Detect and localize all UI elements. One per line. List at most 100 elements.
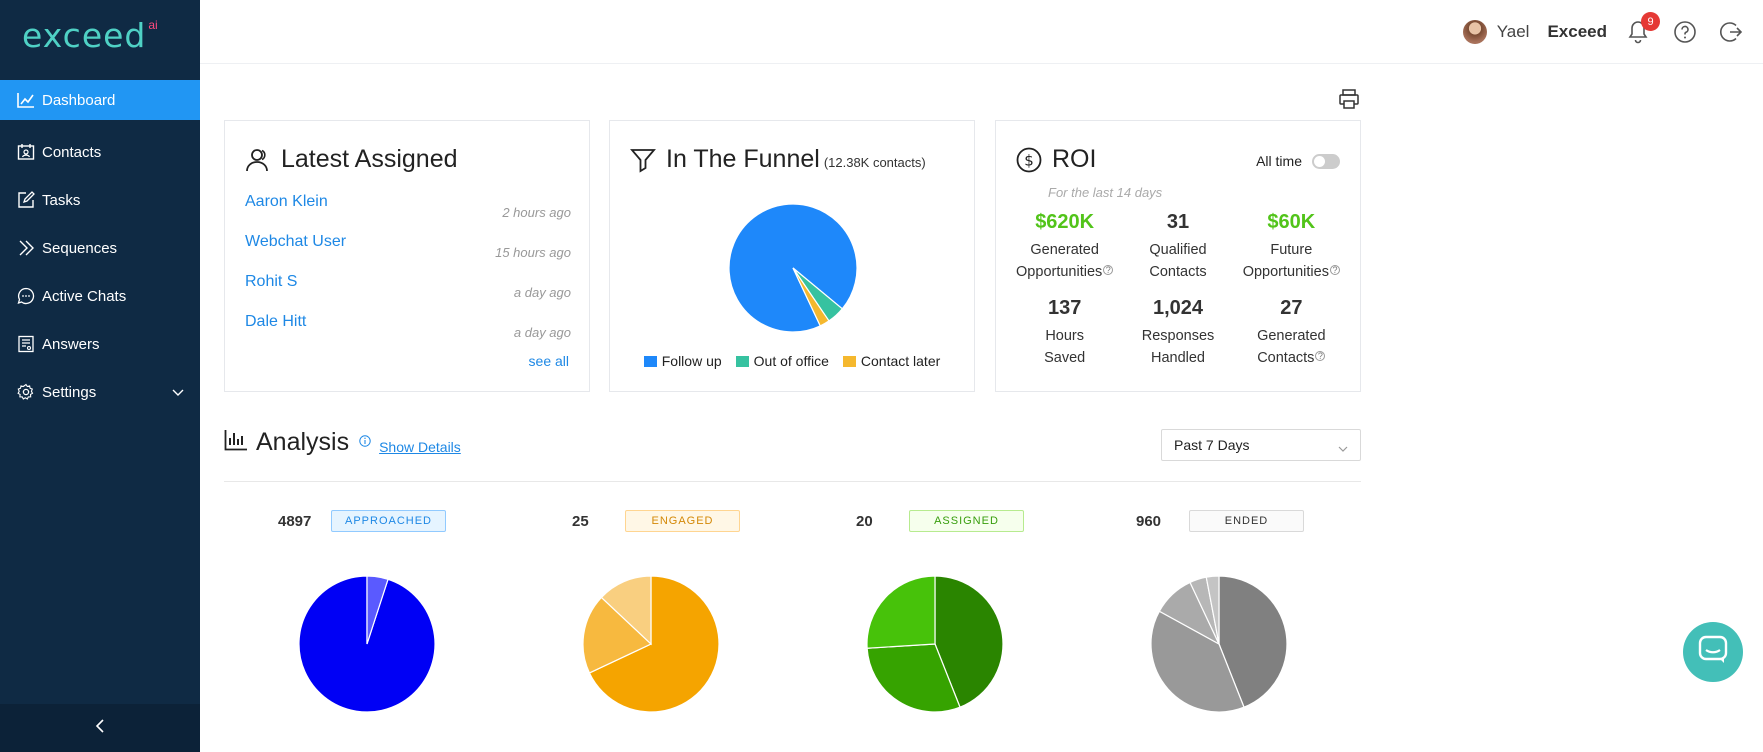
metric-label: Generated Opportunities?	[1008, 239, 1121, 283]
sidebar-nav: Dashboard Contacts Tasks Sequences Activ…	[0, 80, 200, 416]
metric-value: $60K	[1267, 211, 1316, 233]
sidebar-item-contacts[interactable]: Contacts	[0, 128, 200, 176]
sidebar-item-label: Tasks	[42, 191, 81, 209]
metric-value: 27	[1280, 297, 1303, 319]
assigned-time: a day ago	[513, 285, 571, 300]
help-button[interactable]	[1673, 20, 1697, 44]
chevron-left-icon	[95, 718, 105, 738]
metric-label-line: Opportunities	[1242, 264, 1329, 280]
pie-slice[interactable]	[1205, 575, 1220, 645]
card-title: In The Funnel (12.38K contacts)	[630, 145, 926, 174]
chevron-down-icon	[1338, 440, 1348, 456]
logout-icon	[1719, 22, 1743, 48]
info-icon[interactable]	[359, 434, 371, 447]
logout-button[interactable]	[1719, 20, 1743, 44]
pie-slice[interactable]	[1218, 575, 1288, 708]
bar-chart-icon	[224, 429, 248, 456]
sidebar-item-answers[interactable]: Answers	[0, 320, 200, 368]
stat-assigned: 20 ASSIGNED	[856, 510, 1024, 532]
analysis-title: Analysis	[256, 428, 350, 456]
metric-value: 31	[1166, 211, 1190, 233]
pie-slice[interactable]	[366, 575, 389, 645]
roi-period: For the last 14 days	[1048, 185, 1163, 200]
pie-slice[interactable]	[934, 575, 1004, 708]
legend-item[interactable]: Contact later	[842, 353, 940, 369]
sidebar-item-active-chats[interactable]: Active Chats	[0, 272, 200, 320]
see-all-link[interactable]: see all	[528, 353, 569, 369]
ended-pie-chart	[1150, 575, 1288, 713]
contact-link[interactable]: Rohit S	[245, 273, 298, 290]
question-circle-icon	[1673, 21, 1697, 48]
pie-slice[interactable]	[866, 575, 936, 649]
date-range-value: Past 7 Days	[1174, 437, 1250, 453]
print-button[interactable]	[1338, 88, 1360, 110]
funnel-title: In The Funnel	[666, 145, 820, 173]
sidebar-item-tasks[interactable]: Tasks	[0, 176, 200, 224]
contacts-icon	[16, 142, 36, 162]
sidebar-item-label: Sequences	[42, 239, 118, 257]
metric-label-line: Qualified	[1149, 242, 1207, 258]
roi-card: $ ROI All time For the last 14 days $620…	[995, 120, 1361, 392]
legend-swatch	[842, 355, 856, 367]
roi-metric: 137 Hours Saved	[1008, 297, 1121, 369]
pie-slice[interactable]	[1150, 610, 1245, 713]
all-time-label: All time	[1256, 153, 1302, 169]
all-time-toggle[interactable]	[1312, 153, 1340, 169]
exceed-logo[interactable]: exceed ai	[22, 16, 158, 56]
roi-metric: 27 Generated Contacts?	[1235, 297, 1348, 369]
sidebar-collapse-button[interactable]	[0, 704, 200, 752]
metric-label-line: Contacts	[1257, 350, 1315, 366]
chart-icon	[16, 90, 36, 110]
pie-slice[interactable]	[600, 575, 652, 646]
status-badge: APPROACHED	[331, 510, 446, 532]
metric-label: Generated Contacts?	[1235, 325, 1348, 369]
legend-item[interactable]: Out of office	[735, 353, 829, 369]
contact-link[interactable]: Dale Hitt	[245, 313, 307, 330]
info-icon[interactable]: ?	[1315, 351, 1326, 361]
chat-bubble-icon	[1698, 635, 1728, 670]
toggle-knob	[1314, 155, 1325, 167]
pie-slice[interactable]	[866, 643, 961, 713]
info-icon[interactable]: ?	[1103, 265, 1114, 275]
funnel-pie-chart	[728, 203, 858, 333]
metric-label-line: Handled	[1150, 350, 1205, 366]
sidebar-item-dashboard[interactable]: Dashboard	[0, 80, 200, 120]
chat-widget-button[interactable]	[1683, 622, 1743, 682]
sidebar-item-sequences[interactable]: Sequences	[0, 224, 200, 272]
org-name[interactable]: Exceed	[1547, 22, 1607, 41]
assigned-time: a day ago	[513, 325, 571, 340]
notifications-button[interactable]: 9	[1627, 12, 1660, 44]
status-badge: ENGAGED	[625, 510, 740, 532]
engaged-pie-chart	[582, 575, 720, 713]
legend-item[interactable]: Follow up	[643, 353, 722, 369]
user-name[interactable]: Yael	[1496, 22, 1530, 41]
date-range-select[interactable]: Past 7 Days	[1161, 429, 1361, 461]
info-icon[interactable]: ?	[1329, 265, 1340, 275]
contact-link[interactable]: Aaron Klein	[245, 193, 328, 210]
sidebar-item-label: Dashboard	[42, 91, 116, 109]
avatar[interactable]	[1462, 20, 1487, 44]
pie-slice[interactable]	[792, 267, 830, 327]
pie-slice[interactable]	[582, 596, 653, 674]
metric-value: $620K	[1035, 211, 1095, 233]
metric-label: Responses Handled	[1121, 325, 1234, 369]
legend-swatch	[643, 355, 657, 367]
status-badge: ENDED	[1189, 510, 1304, 532]
show-details-link[interactable]: Show Details	[379, 438, 461, 455]
sidebar-item-settings[interactable]: Settings	[0, 368, 200, 416]
list-item: Webchat User 15 hours ago	[245, 231, 571, 271]
gear-icon	[16, 382, 36, 402]
divider	[224, 481, 1361, 482]
funnel-card: In The Funnel (12.38K contacts) Follow u…	[609, 120, 975, 392]
double-chevron-icon	[16, 238, 36, 258]
pie-slice[interactable]	[588, 575, 720, 713]
svg-text:$: $	[1024, 151, 1034, 169]
legend-label: Follow up	[661, 353, 722, 369]
bell-icon	[1627, 21, 1649, 48]
contact-link[interactable]: Webchat User	[245, 233, 347, 250]
stat-engaged: 25 ENGAGED	[572, 510, 740, 532]
printer-icon	[1338, 89, 1360, 114]
latest-assigned-title: Latest Assigned	[281, 145, 458, 173]
metric-label-line: Saved	[1044, 350, 1086, 366]
metric-value: 1,024	[1152, 297, 1204, 319]
